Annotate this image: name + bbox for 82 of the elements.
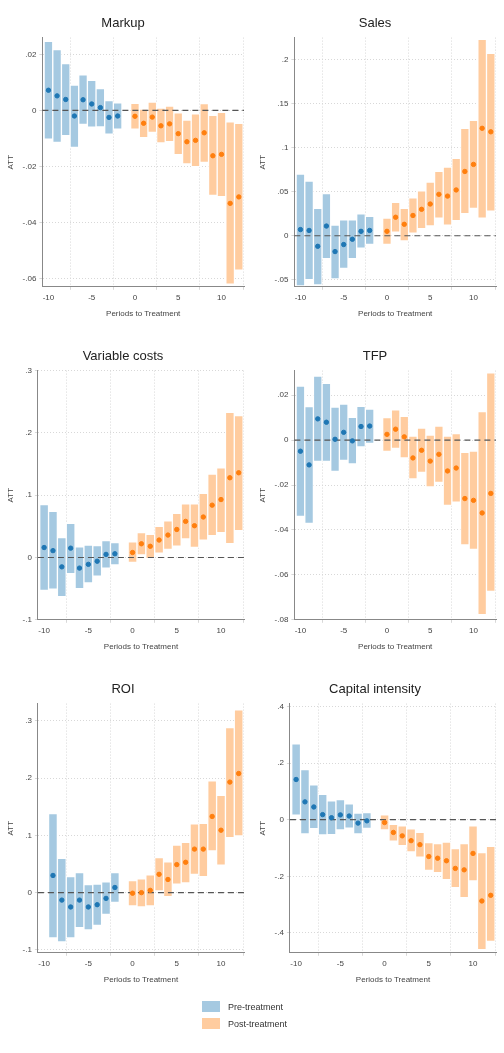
- y-tick-label: .1: [281, 142, 289, 152]
- y-tick-label: -.1: [22, 615, 33, 624]
- y-tick-label: -.4: [274, 928, 285, 938]
- y-axis-title: ATT: [258, 487, 267, 503]
- y-tick-label: 0: [27, 887, 33, 897]
- y-tick-label: .3: [25, 715, 33, 725]
- y-tick-label: .15: [277, 98, 289, 108]
- x-tick-label: 0: [384, 292, 390, 302]
- chart-title: Sales: [358, 15, 392, 31]
- y-tick-label: -.06: [274, 570, 289, 580]
- x-axis-title: Periods to Treatment: [106, 309, 182, 319]
- x-tick-label: -10: [294, 625, 307, 635]
- y-tick-label: .02: [25, 49, 37, 59]
- legend-label: Pre-treatment: [228, 1001, 284, 1012]
- x-tick-label: 10: [468, 958, 478, 968]
- y-tick-label: -.04: [274, 525, 289, 535]
- x-tick-label: 5: [176, 292, 182, 302]
- y-axis-title: ATT: [6, 154, 15, 170]
- x-tick-label: -10: [38, 625, 51, 635]
- y-tick-label: .02: [277, 390, 289, 400]
- y-tick-label: -.2: [274, 871, 285, 881]
- x-tick-label: 0: [130, 625, 136, 635]
- chart-title: ROI: [111, 681, 135, 697]
- x-tick-label: -5: [84, 625, 93, 635]
- y-tick-label: .4: [277, 701, 285, 711]
- x-tick-label: 5: [428, 625, 434, 635]
- x-tick-label: 5: [174, 958, 180, 968]
- x-tick-label: 0: [130, 958, 136, 968]
- x-tick-label: 5: [426, 958, 432, 968]
- y-axis-title: ATT: [6, 487, 15, 503]
- y-tick-label: 0: [27, 552, 33, 562]
- chart-title: Markup: [101, 15, 145, 31]
- y-tick-label: .1: [25, 490, 33, 500]
- x-tick-label: -5: [84, 958, 93, 968]
- x-axis-title: Periods to Treatment: [103, 975, 179, 985]
- x-tick-label: 10: [469, 292, 479, 302]
- chart-title: Variable costs: [82, 348, 164, 364]
- x-tick-label: -5: [336, 958, 345, 968]
- x-tick-label: 10: [216, 625, 226, 635]
- x-tick-label: 10: [469, 625, 479, 635]
- y-axis-title: ATT: [258, 154, 267, 170]
- chart-title: Capital intensity: [329, 681, 422, 697]
- y-tick-label: -.02: [274, 480, 289, 490]
- x-tick-label: 5: [174, 625, 180, 635]
- y-tick-label: .2: [25, 428, 33, 438]
- x-tick-label: -10: [38, 958, 51, 968]
- y-tick-label: -.05: [274, 274, 289, 284]
- x-tick-label: 10: [217, 292, 227, 302]
- x-tick-label: -5: [340, 625, 348, 635]
- y-axis-title: ATT: [6, 820, 15, 836]
- y-tick-label: .05: [277, 186, 289, 196]
- x-tick-label: -5: [88, 292, 96, 302]
- y-tick-label: 0: [279, 814, 285, 824]
- y-tick-label: 0: [31, 105, 37, 115]
- x-tick-label: -10: [290, 958, 303, 968]
- y-tick-label: .2: [25, 773, 33, 783]
- x-tick-label: 0: [384, 625, 390, 635]
- y-tick-label: -.08: [274, 615, 289, 624]
- y-tick-label: .3: [25, 365, 33, 375]
- x-tick-label: 5: [428, 292, 434, 302]
- y-tick-label: 0: [283, 435, 289, 445]
- x-axis-title: Periods to Treatment: [358, 642, 434, 652]
- x-tick-label: -5: [340, 292, 348, 302]
- y-tick-label: .2: [277, 758, 285, 768]
- y-tick-label: -.06: [22, 273, 37, 283]
- y-tick-label: .2: [281, 54, 289, 64]
- x-tick-label: -10: [42, 292, 55, 302]
- chart-title: TFP: [362, 348, 388, 364]
- y-tick-label: -.02: [22, 161, 37, 171]
- x-axis-title: Periods to Treatment: [103, 642, 179, 652]
- x-tick-label: -10: [294, 292, 307, 302]
- x-tick-label: 0: [132, 292, 138, 302]
- x-axis-title: Periods to Treatment: [355, 975, 431, 985]
- y-tick-label: -.04: [22, 217, 37, 227]
- y-tick-label: -.1: [22, 945, 33, 955]
- x-tick-label: 10: [216, 958, 226, 968]
- x-axis-title: Periods to Treatment: [358, 309, 434, 319]
- legend-label: Post-treatment: [228, 1018, 288, 1029]
- y-axis-title: ATT: [258, 820, 267, 836]
- x-tick-label: 0: [382, 958, 388, 968]
- y-tick-label: .1: [25, 830, 33, 840]
- y-tick-label: 0: [283, 230, 289, 240]
